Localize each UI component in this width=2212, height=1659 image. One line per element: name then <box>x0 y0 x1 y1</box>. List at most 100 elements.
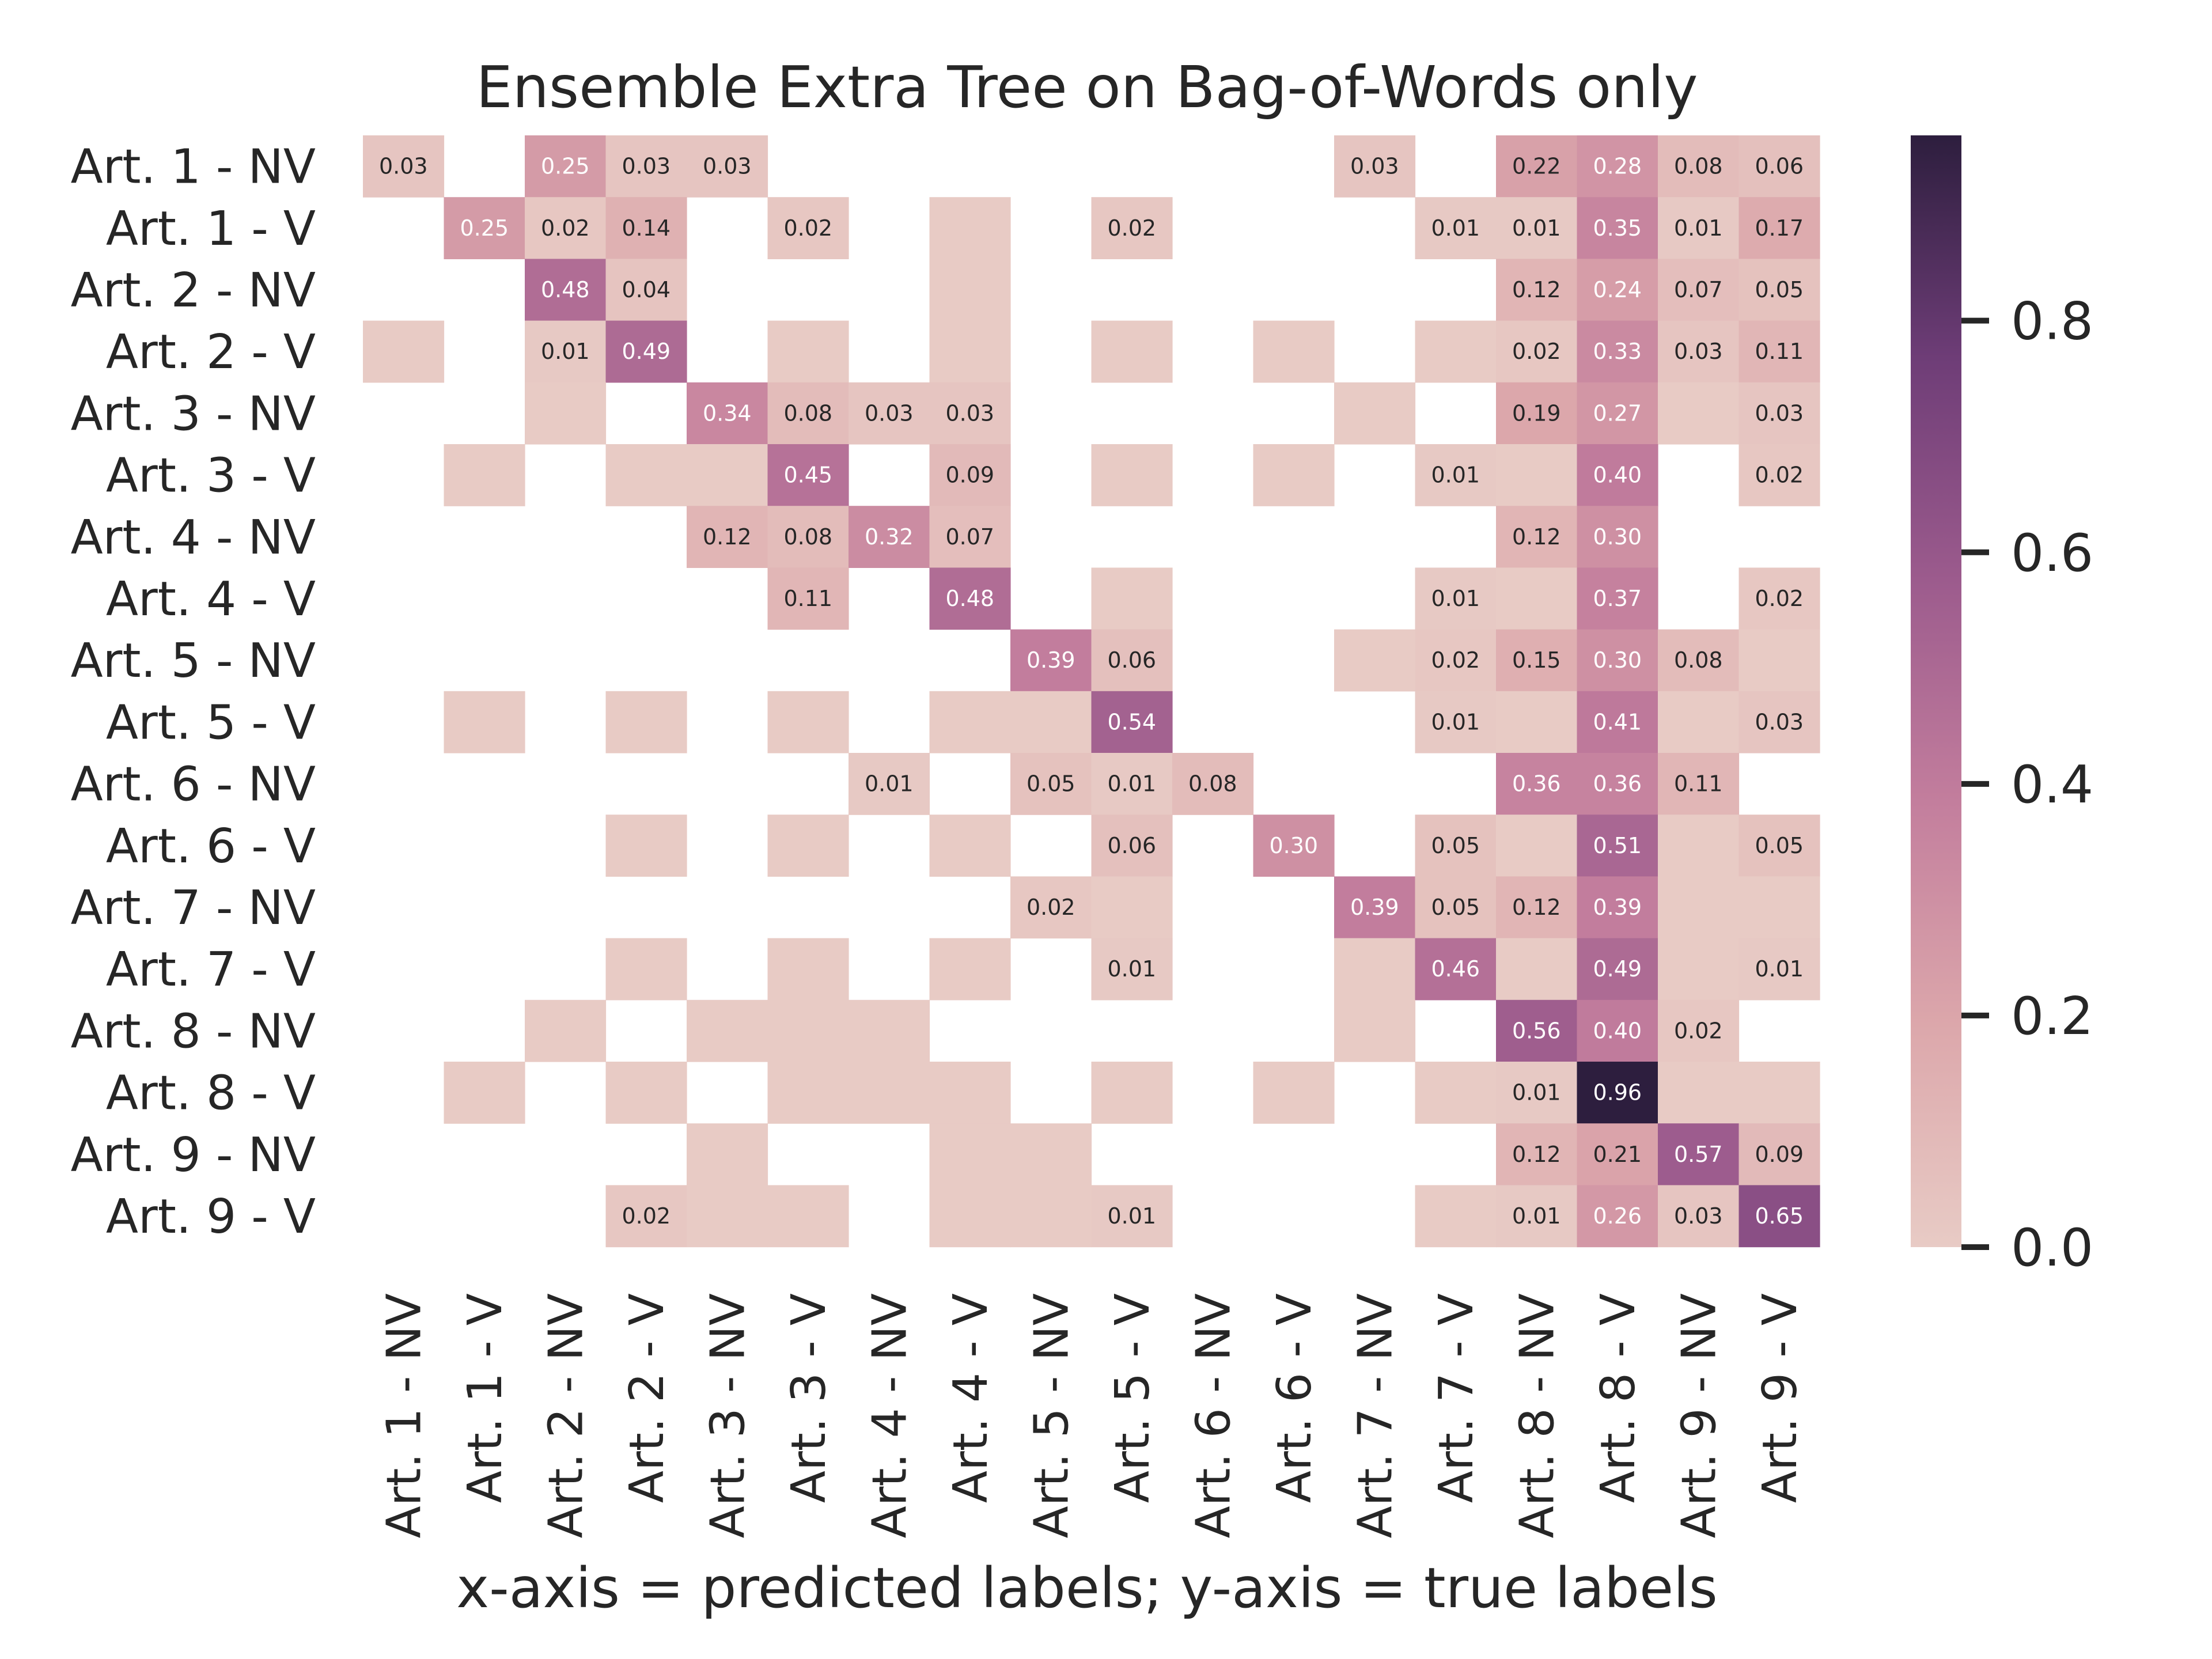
heatmap-cell <box>929 691 1011 753</box>
x-tick-label: Art. 5 - V <box>1105 1293 1160 1503</box>
cell-value-label: 0.37 <box>1593 586 1642 611</box>
heatmap-cell <box>1172 753 1254 815</box>
heatmap-cell <box>849 999 930 1062</box>
heatmap-cell <box>1415 1062 1497 1124</box>
heatmap-cell <box>1577 1185 1658 1248</box>
cell-value-label: 0.35 <box>1593 215 1642 241</box>
heatmap-cell <box>1658 938 1740 1001</box>
cell-value-label: 0.39 <box>1027 647 1075 673</box>
cell-value-label: 0.01 <box>1107 956 1156 982</box>
cell-value-label: 0.30 <box>1269 833 1318 858</box>
x-tick-label: Art. 4 - V <box>944 1293 998 1503</box>
heatmap-cell <box>1496 815 1578 877</box>
y-tick-label: Art. 1 - V <box>106 202 316 256</box>
cell-value-label: 0.51 <box>1593 833 1642 858</box>
heatmap-cell <box>444 1062 525 1124</box>
heatmap-cell <box>1577 382 1658 445</box>
heatmap-cell <box>525 259 607 321</box>
heatmap-cell <box>1415 444 1497 506</box>
x-tick-label: Art. 1 - V <box>458 1293 513 1503</box>
cell-value-label: 0.01 <box>1512 215 1561 241</box>
cell-value-label: 0.12 <box>1512 1142 1561 1167</box>
heatmap-cells: 0.03 0.25 0.03 0.03 0.03 0.22 0.28 0.08 0.06 0.25… <box>363 135 1820 1248</box>
heatmap-cell <box>767 1185 849 1248</box>
x-tick-labels: Art. 1 - NV Art. 1 - V Art. 2 - NV Art. 2 -… <box>377 1293 1808 1538</box>
cell-value-label: 0.12 <box>1512 277 1561 302</box>
x-tick-label: Art. 1 - NV <box>377 1293 431 1538</box>
heatmap-cell <box>687 444 768 506</box>
heatmap-cell <box>1334 938 1416 1001</box>
colorbar-tick-label: 0.2 <box>2011 986 2093 1047</box>
cell-value-label: 0.49 <box>1593 956 1642 982</box>
heatmap-cell <box>525 320 607 383</box>
cell-value-label: 0.12 <box>1512 895 1561 920</box>
heatmap-cell <box>1658 876 1740 939</box>
heatmap-cell <box>1496 135 1578 198</box>
cell-value-label: 0.56 <box>1512 1018 1561 1043</box>
cell-value-label: 0.02 <box>541 215 590 241</box>
colorbar-tick-label: 0.6 <box>2011 523 2093 584</box>
cell-value-label: 0.22 <box>1512 154 1561 179</box>
x-tick-label: Art. 4 - NV <box>862 1293 917 1538</box>
heatmap-cell <box>1496 320 1578 383</box>
cell-value-label: 0.30 <box>1593 524 1642 550</box>
cell-value-label: 0.08 <box>1188 771 1237 797</box>
cell-value-label: 0.11 <box>783 586 832 611</box>
heatmap-cell <box>687 1123 768 1185</box>
cell-value-label: 0.19 <box>1512 400 1561 426</box>
cell-value-label: 0.26 <box>1593 1203 1642 1229</box>
heatmap-cell <box>1253 1062 1335 1124</box>
heatmap-cell <box>1415 567 1497 630</box>
heatmap-cell <box>1577 753 1658 815</box>
heatmap-cell <box>1658 320 1740 383</box>
heatmap-cell <box>1577 506 1658 568</box>
y-tick-label: Art. 6 - V <box>106 819 316 874</box>
heatmap-cell <box>929 938 1011 1001</box>
cell-value-label: 0.01 <box>1431 586 1480 611</box>
cell-value-label: 0.01 <box>541 339 590 364</box>
heatmap-cell <box>1496 999 1578 1062</box>
heatmap-cell <box>767 1062 849 1124</box>
heatmap-cell <box>687 135 768 198</box>
heatmap-cell <box>1334 876 1416 939</box>
cell-value-label: 0.65 <box>1755 1203 1804 1229</box>
cell-value-label: 0.03 <box>945 400 994 426</box>
x-tick-label: Art. 3 - NV <box>700 1293 755 1538</box>
heatmap-cell <box>1738 691 1820 753</box>
cell-value-label: 0.02 <box>622 1203 671 1229</box>
heatmap-cell <box>1415 320 1497 383</box>
heatmap-cell <box>767 197 849 259</box>
heatmap-cell <box>767 691 849 753</box>
cell-value-label: 0.34 <box>703 400 752 426</box>
cell-value-label: 0.03 <box>1350 154 1399 179</box>
heatmap-cell <box>1496 1123 1578 1185</box>
cell-value-label: 0.39 <box>1593 895 1642 920</box>
heatmap-cell <box>1577 815 1658 877</box>
heatmap-cell <box>1577 259 1658 321</box>
heatmap-cell <box>1738 876 1820 939</box>
heatmap-cell <box>1091 567 1173 630</box>
x-tick-label: Art. 3 - V <box>782 1293 836 1503</box>
cell-value-label: 0.01 <box>1512 1080 1561 1105</box>
heatmap-cell <box>605 1062 687 1124</box>
heatmap-cell <box>1496 629 1578 692</box>
heatmap-cell <box>1496 1062 1578 1124</box>
heatmap-cell <box>1577 444 1658 506</box>
heatmap-cell <box>1658 1062 1740 1124</box>
heatmap-cell <box>1577 938 1658 1001</box>
heatmap-cell <box>1496 444 1578 506</box>
cell-value-label: 0.03 <box>1674 339 1723 364</box>
cell-value-label: 0.03 <box>1674 1203 1723 1229</box>
heatmap-cell <box>1010 691 1092 753</box>
heatmap-cell <box>849 506 930 568</box>
heatmap-cell <box>1738 1185 1820 1248</box>
heatmap-cell <box>929 197 1011 259</box>
heatmap-cell <box>1577 999 1658 1062</box>
heatmap-cell <box>1496 1185 1578 1248</box>
heatmap-cell <box>1253 320 1335 383</box>
heatmap-cell <box>1091 320 1173 383</box>
heatmap-cell <box>525 999 607 1062</box>
cell-value-label: 0.01 <box>1512 1203 1561 1229</box>
heatmap-cell <box>605 1185 687 1248</box>
heatmap-cell <box>767 444 849 506</box>
